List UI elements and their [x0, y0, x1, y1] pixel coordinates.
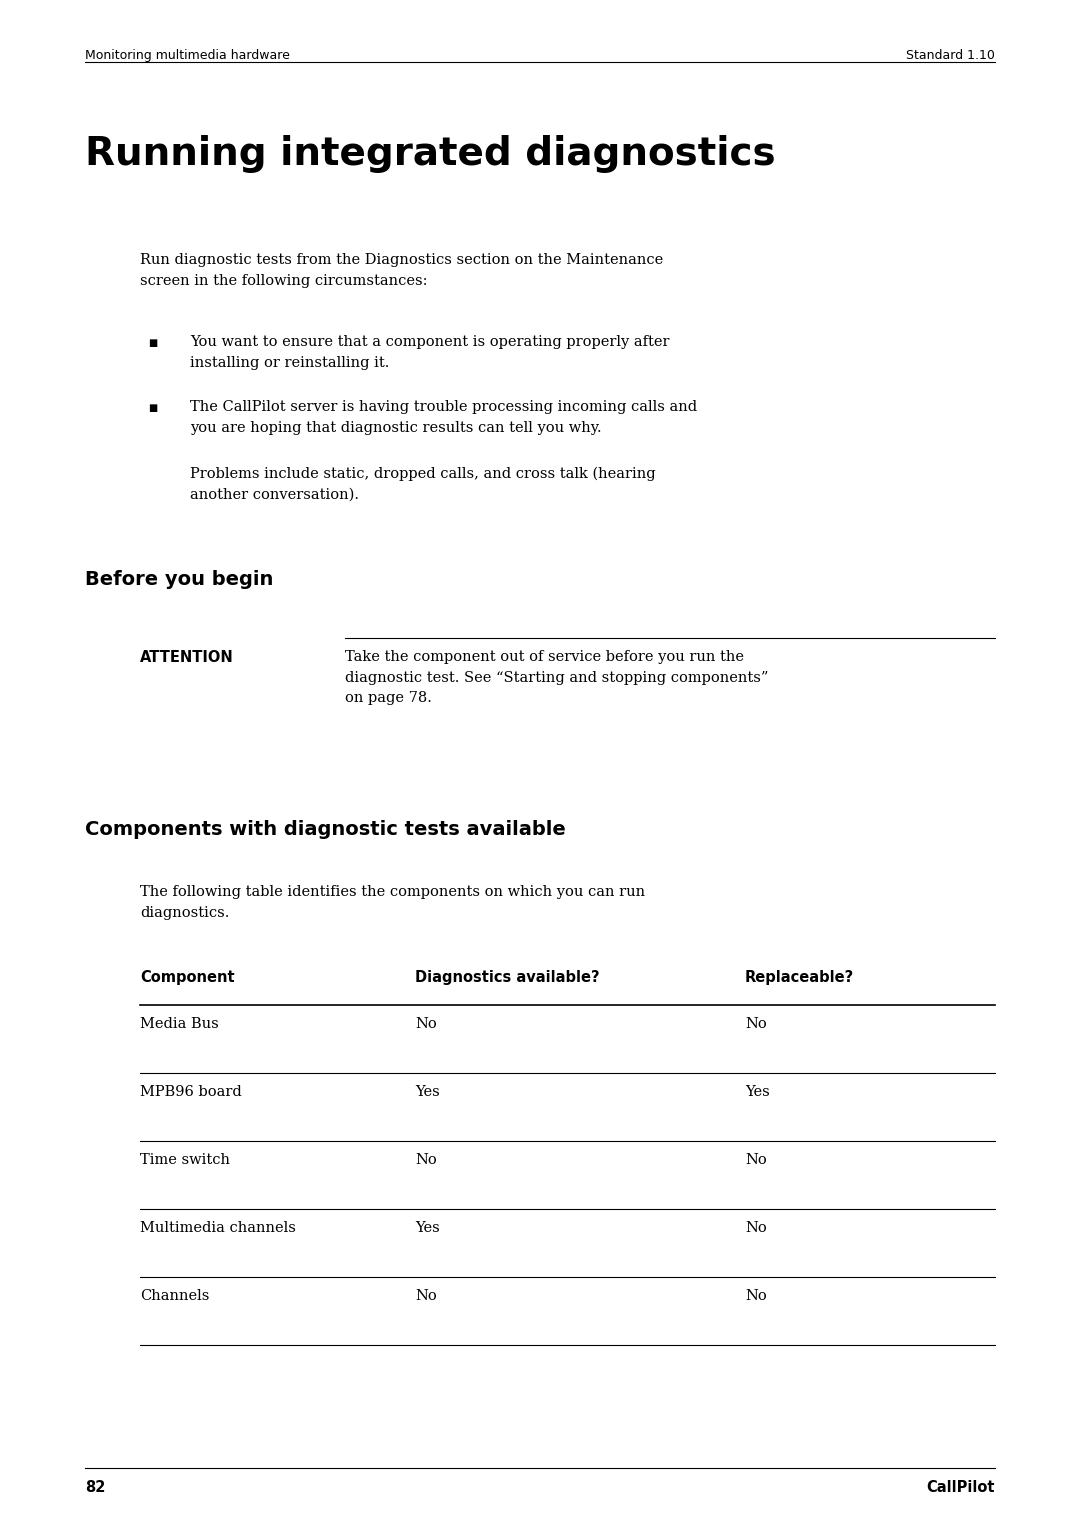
Text: ■: ■ — [148, 404, 158, 413]
Text: Running integrated diagnostics: Running integrated diagnostics — [85, 135, 775, 173]
Text: Monitoring multimedia hardware: Monitoring multimedia hardware — [85, 49, 289, 63]
Text: 82: 82 — [85, 1480, 106, 1495]
Text: Problems include static, dropped calls, and cross talk (hearing
another conversa: Problems include static, dropped calls, … — [190, 466, 656, 502]
Text: You want to ensure that a component is operating properly after
installing or re: You want to ensure that a component is o… — [190, 335, 670, 370]
Text: Standard 1.10: Standard 1.10 — [906, 49, 995, 63]
Text: Multimedia channels: Multimedia channels — [140, 1222, 296, 1235]
Text: Media Bus: Media Bus — [140, 1017, 219, 1031]
Text: Yes: Yes — [745, 1086, 770, 1099]
Text: Yes: Yes — [415, 1222, 440, 1235]
Text: MPB96 board: MPB96 board — [140, 1086, 242, 1099]
Text: No: No — [415, 1289, 436, 1303]
Text: The following table identifies the components on which you can run
diagnostics.: The following table identifies the compo… — [140, 885, 645, 919]
Text: No: No — [415, 1153, 436, 1167]
Text: Yes: Yes — [415, 1086, 440, 1099]
Text: Before you begin: Before you begin — [85, 570, 273, 589]
Text: CallPilot: CallPilot — [927, 1480, 995, 1495]
Text: Take the component out of service before you run the
diagnostic test. See “Start: Take the component out of service before… — [345, 650, 768, 705]
Text: Component: Component — [140, 969, 234, 985]
Text: No: No — [745, 1289, 767, 1303]
Text: Diagnostics available?: Diagnostics available? — [415, 969, 599, 985]
Text: No: No — [415, 1017, 436, 1031]
Text: ■: ■ — [148, 339, 158, 349]
Text: No: No — [745, 1153, 767, 1167]
Text: Channels: Channels — [140, 1289, 210, 1303]
Text: Replaceable?: Replaceable? — [745, 969, 854, 985]
Text: No: No — [745, 1222, 767, 1235]
Text: The CallPilot server is having trouble processing incoming calls and
you are hop: The CallPilot server is having trouble p… — [190, 401, 697, 434]
Text: Run diagnostic tests from the Diagnostics section on the Maintenance
screen in t: Run diagnostic tests from the Diagnostic… — [140, 252, 663, 287]
Text: Time switch: Time switch — [140, 1153, 230, 1167]
Text: Components with diagnostic tests available: Components with diagnostic tests availab… — [85, 820, 566, 839]
Text: No: No — [745, 1017, 767, 1031]
Text: ATTENTION: ATTENTION — [140, 650, 233, 665]
